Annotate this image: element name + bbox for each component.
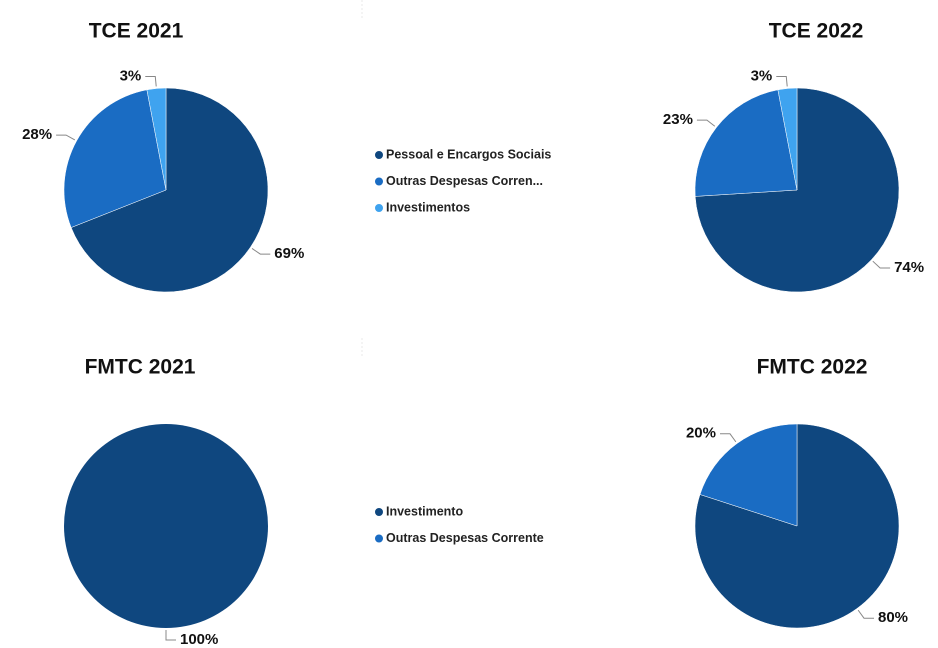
legend-marker bbox=[375, 177, 383, 186]
legend-label: Investimento bbox=[386, 504, 463, 518]
data-label: 100% bbox=[180, 631, 218, 648]
leader-line bbox=[145, 76, 157, 87]
leader-line bbox=[56, 134, 76, 141]
legend-label: Investimentos bbox=[386, 200, 470, 214]
data-label: 3% bbox=[120, 67, 142, 84]
legend-marker bbox=[375, 204, 383, 212]
legend-marker bbox=[375, 534, 383, 543]
legend-label: Outras Despesas Corrente bbox=[386, 531, 544, 545]
leader-line bbox=[696, 119, 716, 127]
legend-label: Pessoal e Encargos Sociais bbox=[386, 147, 551, 161]
data-label: 28% bbox=[22, 126, 52, 143]
data-label: 23% bbox=[663, 111, 693, 128]
pie-slice bbox=[64, 424, 268, 628]
pie-slice bbox=[699, 423, 798, 527]
pie-slice bbox=[63, 89, 167, 228]
data-label: 74% bbox=[894, 259, 924, 276]
legend-label: Outras Despesas Corren... bbox=[386, 174, 543, 188]
data-label: 20% bbox=[686, 425, 716, 442]
leader-line bbox=[251, 248, 271, 255]
data-label: 80% bbox=[878, 609, 908, 626]
chart-title: TCE 2021 bbox=[89, 20, 184, 43]
legend-marker bbox=[375, 151, 383, 159]
leader-line bbox=[872, 260, 891, 269]
pie-slice bbox=[694, 89, 798, 197]
leader-line bbox=[857, 609, 875, 619]
pie-slice bbox=[146, 87, 167, 191]
chart-title: FMTC 2022 bbox=[757, 356, 868, 379]
data-label: 3% bbox=[751, 67, 773, 84]
leader-line bbox=[776, 76, 788, 87]
chart-title: FMTC 2021 bbox=[85, 356, 196, 379]
pie-slice bbox=[777, 87, 798, 191]
legend-marker bbox=[375, 508, 383, 516]
chart-title: TCE 2022 bbox=[769, 20, 864, 43]
data-label: 69% bbox=[274, 245, 304, 262]
pie-slice bbox=[70, 87, 269, 293]
leader-line bbox=[165, 630, 176, 641]
leader-line bbox=[719, 433, 737, 443]
